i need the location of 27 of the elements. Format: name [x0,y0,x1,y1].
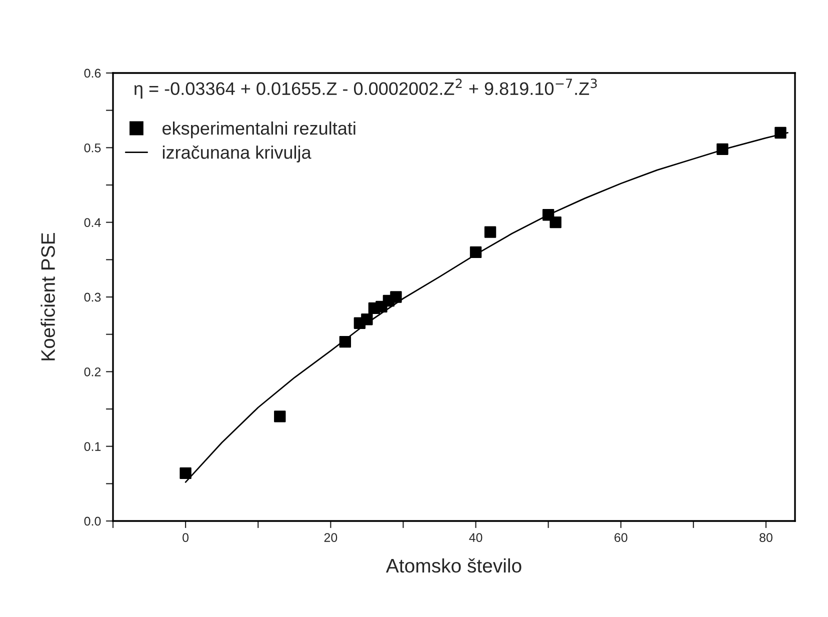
point [484,226,496,238]
y-tick-label: 0.6 [84,68,101,78]
x-tick-label: 0 [182,533,189,542]
annotation: η = -0.03364 + 0.01655.Z - 0.0002002.Z$^{2}$ + 9.819.10$^{−7}$.Z$^{3}$ [134,78,597,99]
y-tick-label: 0.1 [84,442,101,451]
x-axis-title: Atomsko število [386,558,522,573]
point [180,467,192,480]
point [390,291,402,303]
legend-label: izračunana krivulja [162,146,312,162]
point [361,314,373,326]
x-tick-label: 80 [760,533,772,542]
point [339,336,352,348]
y-tick-label: 0.0 [84,516,101,526]
y-tick-label: 0.5 [84,143,101,152]
legend-label: eksperimentalni rezultati [162,121,356,138]
point [274,410,286,422]
x-tick-label: 60 [614,533,628,542]
x-tick-label: 40 [469,533,482,542]
point [470,246,482,258]
point [716,143,728,156]
point [774,126,786,139]
y-tick-label: 0.3 [84,292,101,302]
y-tick-label: 0.4 [84,218,101,227]
x-tick-label: 20 [324,533,338,542]
y-axis-title: Koeficient PSE [40,232,55,360]
point [550,216,562,228]
y-tick-label: 0.2 [84,367,101,376]
